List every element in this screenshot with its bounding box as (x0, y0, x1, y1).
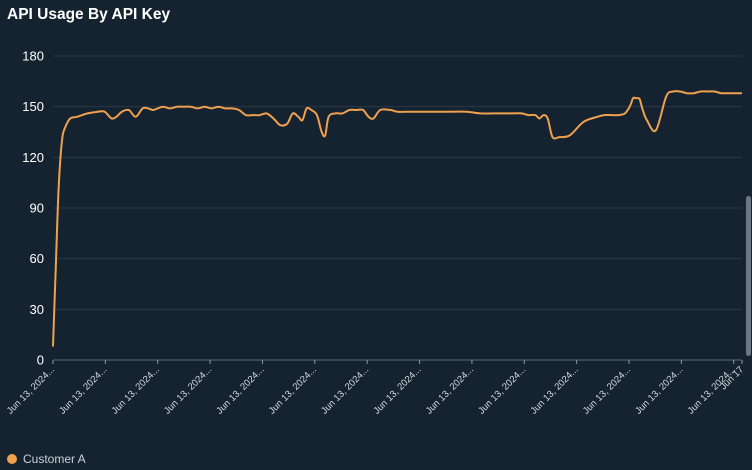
y-tick-label: 150 (22, 99, 44, 114)
y-tick-label: 30 (30, 302, 44, 317)
series-group (52, 90, 742, 347)
x-tick-label: Jun 13, 2024... (214, 364, 266, 416)
x-tick-label: Jun 13, 2024... (633, 364, 685, 416)
y-tick-label: 120 (22, 150, 44, 165)
legend-swatch-customer-a (7, 454, 17, 464)
x-axis: Jun 13, 2024... Jun 13, 2024... Jun 13, 20… (5, 360, 746, 417)
x-tick-label: Jun 13, 2024... (162, 364, 214, 416)
grid-lines (53, 55, 742, 361)
x-tick-label: Jun 13, 2024... (57, 364, 109, 416)
legend-label-customer-a[interactable]: Customer A (23, 452, 86, 466)
vertical-scrollbar[interactable] (746, 196, 751, 356)
y-tick-label: 90 (30, 201, 44, 216)
x-tick-label: Jun 13, 2024... (581, 364, 633, 416)
x-tick-label: Jun 13, 2024... (529, 364, 581, 416)
y-tick-label: 180 (22, 49, 44, 64)
x-tick-label: Jun 13, 2024... (476, 364, 528, 416)
y-tick-label: 0 (37, 353, 44, 368)
x-tick-label: Jun 13, 2024... (5, 364, 57, 416)
x-tick-label: Jun 13, 2024... (267, 364, 319, 416)
y-tick-label: 60 (30, 251, 44, 266)
chart-title: API Usage By API Key (7, 6, 171, 23)
legend: Customer A (7, 452, 86, 466)
y-axis-ticks: 0 30 60 90 120 150 180 (22, 49, 44, 368)
x-tick-label: Jun 13, 2024... (371, 364, 423, 416)
x-tick-label: Jun 13, 2024... (424, 364, 476, 416)
x-tick-label: Jun 13, 2024... (319, 364, 371, 416)
series-line-customer-a[interactable] (52, 90, 742, 347)
x-tick-label: Jun 13, 2024... (110, 364, 162, 416)
